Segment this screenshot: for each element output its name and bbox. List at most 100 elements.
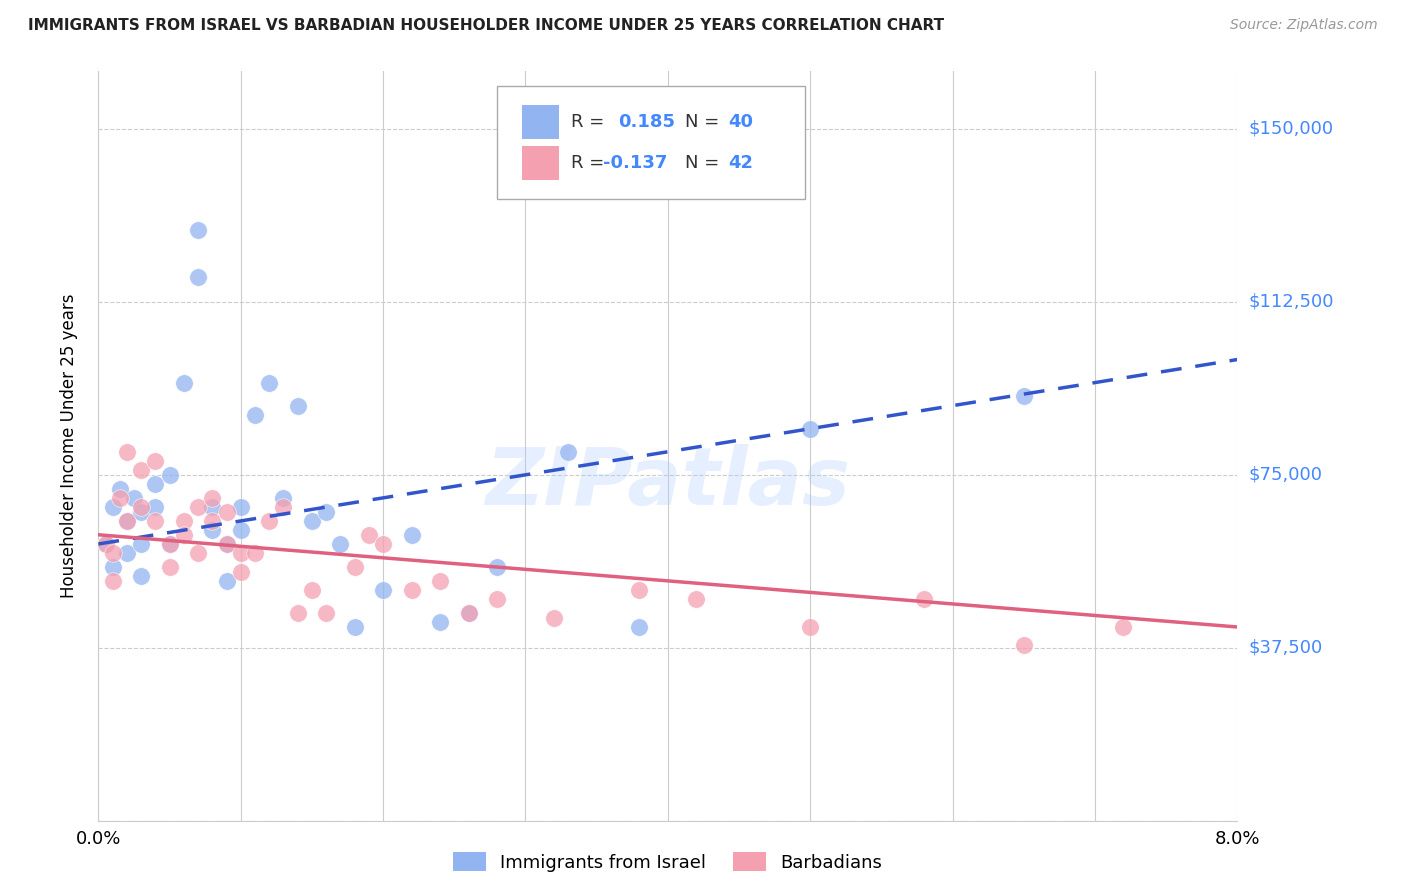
Point [429,574,451,588]
Point [229,546,252,560]
Point [145,514,167,528]
Point [229,500,252,514]
Point [115,514,138,528]
Point [115,444,138,458]
Point [259,514,281,528]
Point [173,514,195,528]
Point [543,611,565,625]
Text: 42: 42 [728,153,754,172]
Point [94,537,117,551]
Text: R =: R = [571,113,616,131]
Text: Source: ZipAtlas.com: Source: ZipAtlas.com [1230,18,1378,32]
Text: ZIPatlas: ZIPatlas [485,444,851,523]
Point [145,454,167,468]
Point [101,574,124,588]
Point [201,500,224,514]
Point [628,620,651,634]
Point [159,537,181,551]
Point [243,546,266,560]
Point [486,592,509,607]
Point [173,376,195,390]
Point [301,583,323,598]
Point [159,537,181,551]
Point [101,560,124,574]
Text: -0.137: -0.137 [603,153,668,172]
Point [457,606,479,620]
Text: N =: N = [685,113,725,131]
Text: $112,500: $112,500 [1249,293,1334,311]
Point [129,569,152,583]
Point [301,514,323,528]
Bar [522,105,558,139]
Point [215,537,238,551]
Point [273,500,295,514]
Point [343,620,366,634]
Point [912,592,935,607]
Point [129,463,152,477]
Point [287,606,309,620]
Point [108,491,131,505]
Point [799,620,821,634]
Point [259,376,281,390]
Point [129,537,152,551]
Point [201,514,224,528]
Point [173,528,195,542]
Point [315,606,337,620]
Point [115,546,138,560]
Point [187,223,209,237]
Point [129,505,152,519]
Point [401,583,423,598]
Point [145,477,167,491]
Point [101,546,124,560]
Point [215,537,238,551]
Point [187,269,209,284]
Point [287,399,309,413]
Point [457,606,479,620]
Point [243,408,266,422]
Point [115,514,138,528]
Text: 0.185: 0.185 [617,113,675,131]
Point [94,537,117,551]
Point [315,505,337,519]
Point [329,537,352,551]
Text: N =: N = [685,153,725,172]
Point [799,422,821,436]
Text: IMMIGRANTS FROM ISRAEL VS BARBADIAN HOUSEHOLDER INCOME UNDER 25 YEARS CORRELATIO: IMMIGRANTS FROM ISRAEL VS BARBADIAN HOUS… [28,18,945,33]
Legend: Immigrants from Israel, Barbadians: Immigrants from Israel, Barbadians [446,846,890,879]
Text: $37,500: $37,500 [1249,639,1323,657]
Point [1012,389,1035,403]
Text: R =: R = [571,153,610,172]
Y-axis label: Householder Income Under 25 years: Householder Income Under 25 years [59,293,77,599]
Point [429,615,451,630]
Point [201,491,224,505]
Point [229,565,252,579]
Point [187,500,209,514]
Point [1112,620,1135,634]
Point [1012,639,1035,653]
Point [159,560,181,574]
Point [159,467,181,482]
Point [371,537,394,551]
Point [557,444,579,458]
Point [343,560,366,574]
Bar [522,146,558,179]
Point [229,523,252,537]
Point [201,523,224,537]
Text: $150,000: $150,000 [1249,120,1333,138]
FancyBboxPatch shape [498,87,804,199]
Point [122,491,145,505]
Point [357,528,380,542]
Text: $75,000: $75,000 [1249,466,1323,483]
Point [273,491,295,505]
Point [187,546,209,560]
Point [486,560,509,574]
Point [401,528,423,542]
Point [215,574,238,588]
Point [628,583,651,598]
Point [371,583,394,598]
Text: 40: 40 [728,113,754,131]
Point [101,500,124,514]
Point [108,482,131,496]
Point [215,505,238,519]
Point [129,500,152,514]
